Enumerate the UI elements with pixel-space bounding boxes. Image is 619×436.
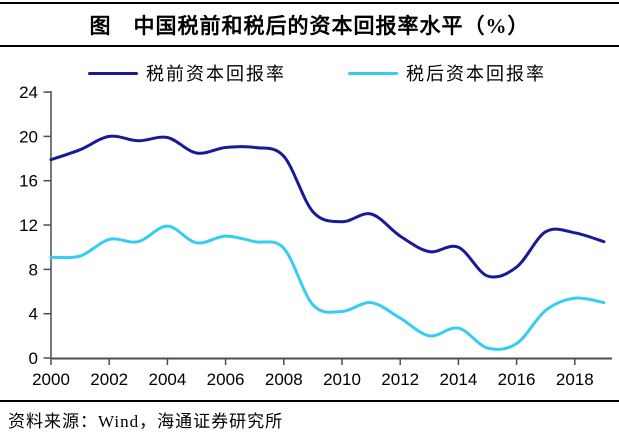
y-tick-label: 12 <box>19 216 38 235</box>
source-note: 资料来源：Wind，海通证券研究所 <box>0 400 619 436</box>
posttax-line-swatch <box>348 71 398 75</box>
x-tick-label: 2018 <box>556 370 594 389</box>
figure-title: 图 中国税前和税后的资本回报率水平（%） <box>89 13 530 38</box>
legend-label-posttax: 税后资本回报率 <box>406 64 546 84</box>
x-tick-label: 2000 <box>32 370 70 389</box>
chart-svg: 0 4 8 12 16 20 24 2000 2002 2004 2006 2008 2010 2012 2… <box>19 83 612 389</box>
y-tick-label: 0 <box>29 349 38 368</box>
pretax-line-swatch <box>88 71 138 75</box>
x-tick-label: 2002 <box>90 370 128 389</box>
legend-item-posttax: 税后资本回报率 <box>348 60 546 86</box>
series-line-posttax <box>49 224 606 351</box>
y-tick-label: 24 <box>19 83 38 102</box>
y-tick-label: 4 <box>29 305 38 324</box>
source-text: 资料来源：Wind，海通证券研究所 <box>8 411 284 431</box>
x-tick-label: 2012 <box>381 370 419 389</box>
legend-item-pretax: 税前资本回报率 <box>88 60 286 86</box>
x-tick-label: 2006 <box>207 370 245 389</box>
x-tick-label: 2008 <box>265 370 303 389</box>
y-tick-label: 20 <box>19 127 38 146</box>
y-tick-label: 8 <box>29 260 38 279</box>
chart-area: 税前资本回报率 税后资本回报率 0 4 8 12 16 20 24 2000 2002 2004 2… <box>0 47 619 400</box>
x-tick-label: 2004 <box>148 370 186 389</box>
figure-title-bar: 图 中国税前和税后的资本回报率水平（%） <box>0 2 619 47</box>
chart-legend: 税前资本回报率 税后资本回报率 <box>88 60 546 86</box>
x-tick-label: 2010 <box>323 370 361 389</box>
legend-label-pretax: 税前资本回报率 <box>146 64 286 84</box>
series-line-pretax <box>49 134 606 279</box>
x-tick-label: 2016 <box>498 370 536 389</box>
x-tick-label: 2014 <box>439 370 477 389</box>
y-tick-label: 16 <box>19 172 38 191</box>
